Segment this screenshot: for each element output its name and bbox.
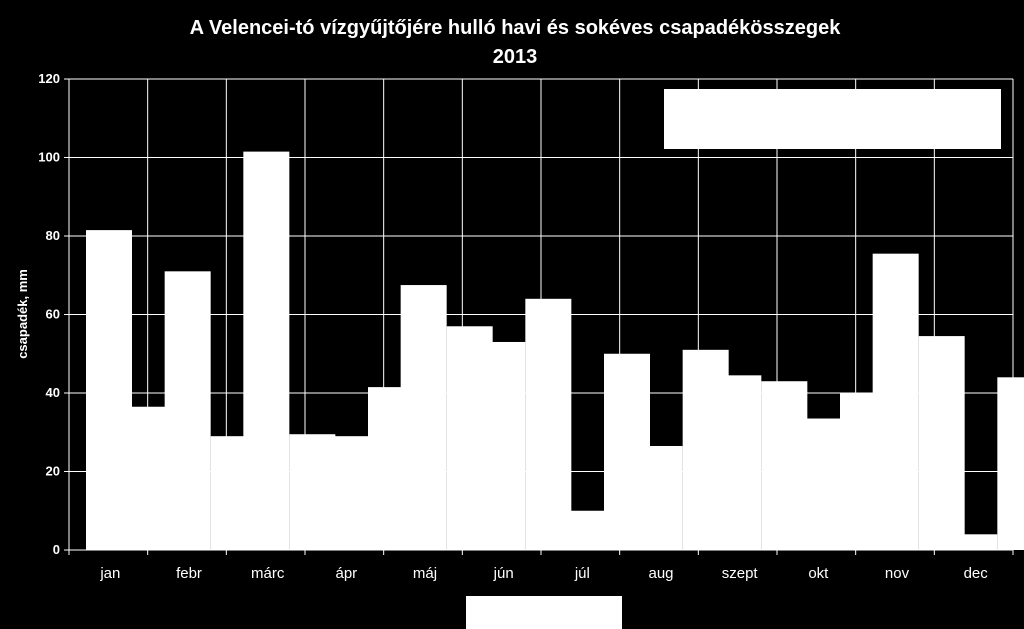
x-tick-label: nov: [885, 565, 910, 582]
x-tick-label: szept: [722, 565, 759, 582]
x-tick-labels: jan febr márc ápr máj jún júl aug szept okt nov dec: [99, 565, 988, 582]
y-tick-label: 80: [46, 228, 60, 243]
bar-series-2-okt: [840, 393, 886, 550]
y-tick-label: 120: [38, 71, 60, 86]
bar-series-2-ápr: [368, 387, 414, 550]
x-tick-label: okt: [808, 565, 829, 582]
x-tick-label: febr: [176, 565, 202, 582]
x-tick-label: júl: [574, 565, 590, 582]
chart-subtitle: 2013: [493, 46, 538, 68]
bar-series-2-jan: [132, 406, 178, 550]
y-tick-label: 60: [46, 307, 60, 322]
x-tick-label: aug: [648, 565, 673, 582]
x-tick-label: máj: [413, 565, 437, 582]
x-tick-label: márc: [251, 565, 285, 582]
y-tick-label: 40: [46, 385, 60, 400]
bar-series-2-aug: [682, 349, 729, 550]
x-tick-label: jún: [493, 565, 514, 582]
y-tick-label: 100: [38, 150, 60, 165]
x-tick-label: ápr: [335, 565, 357, 582]
bar-series-2-dec: [997, 377, 1024, 550]
bar-series-2-febr: [210, 436, 257, 550]
chart-title: A Velencei-tó vízgyűjtőjére hulló havi é…: [190, 17, 842, 39]
bars: [86, 151, 1024, 551]
bar-series-2-máj: [446, 326, 493, 550]
bar-series-2-nov: [918, 336, 965, 550]
bar-series-2-jún: [525, 298, 572, 550]
x-tick-label: dec: [964, 565, 989, 582]
bar-series-2-szept: [761, 381, 808, 550]
axes: [64, 78, 1013, 551]
x-tick-label: jan: [99, 565, 120, 582]
y-tick-labels: 0 20 40 60 80 100 120: [38, 71, 60, 557]
bar-series-2-márc: [289, 434, 336, 550]
bar-series-2-júl: [604, 353, 650, 550]
y-tick-label: 20: [46, 464, 60, 479]
y-axis-label: csapadék, mm: [15, 269, 30, 359]
source-box: [466, 596, 622, 629]
y-tick-label: 0: [53, 542, 60, 557]
bar-series-1-jan: [86, 230, 132, 551]
legend-box: [664, 89, 1001, 149]
